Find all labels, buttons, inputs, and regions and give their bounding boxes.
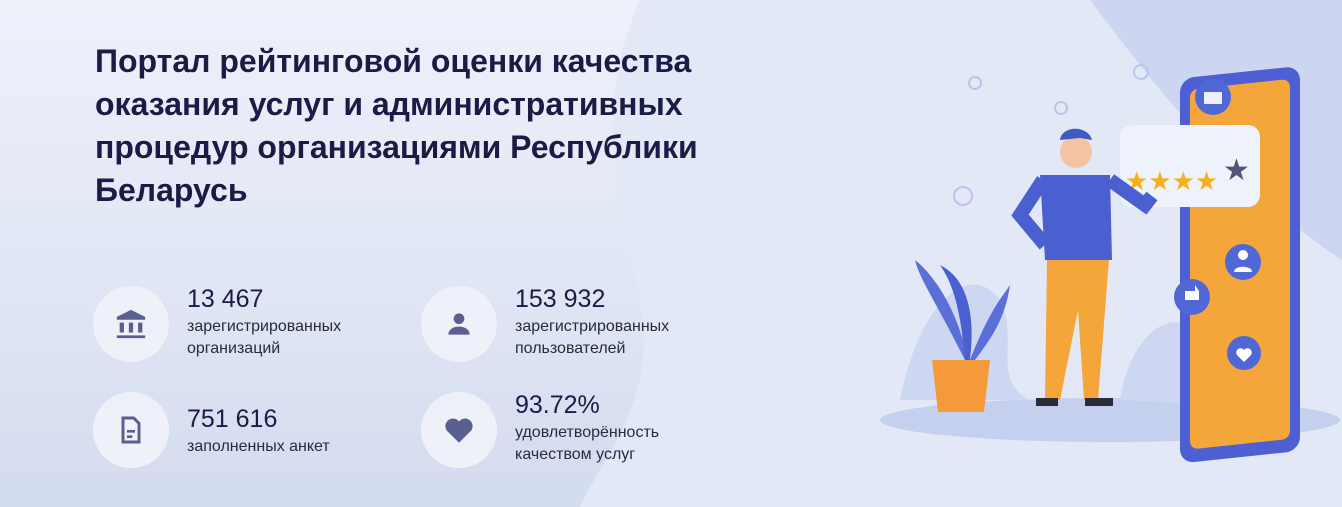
svg-text:★★★★: ★★★★ xyxy=(1125,167,1218,197)
stat-surveys: 751 616 заполненных анкет xyxy=(93,392,330,468)
stat-label: зарегистрированных пользователей xyxy=(515,318,670,357)
rating-card: ★★★★ ★ xyxy=(1120,125,1260,207)
stat-users: 153 932 зарегистрированных пользователей xyxy=(421,285,670,362)
user-icon xyxy=(421,286,497,362)
heart-icon xyxy=(421,392,497,468)
bank-icon xyxy=(93,286,169,362)
stat-value: 13 467 xyxy=(187,285,264,313)
stat-label: зарегистрированных организаций xyxy=(187,318,342,357)
stat-value: 153 932 xyxy=(515,285,606,313)
stat-label: удовлетворённость качеством услуг xyxy=(515,424,660,463)
document-icon xyxy=(93,392,169,468)
svg-text:★: ★ xyxy=(1223,153,1250,188)
stat-organizations: 13 467 зарегистрированных организаций xyxy=(93,285,342,362)
person xyxy=(1011,128,1158,406)
stat-label: заполненных анкет xyxy=(187,438,330,455)
rating-illustration: ★★★★ ★ xyxy=(880,64,1340,463)
stat-value: 751 616 xyxy=(187,405,278,433)
page-title: Портал рейтинговой оценки качества оказа… xyxy=(95,43,698,208)
stat-satisfaction: 93.72% удовлетворённость качеством услуг xyxy=(421,391,660,468)
plant xyxy=(915,260,1010,412)
stat-value: 93.72% xyxy=(515,391,600,419)
